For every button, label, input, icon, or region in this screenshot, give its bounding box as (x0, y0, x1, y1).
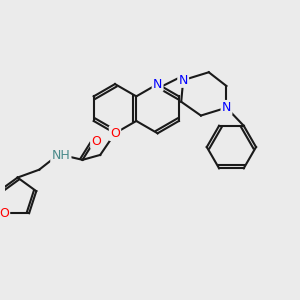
Text: O: O (0, 207, 9, 220)
Text: N: N (178, 74, 188, 87)
Text: O: O (110, 127, 120, 140)
Text: N: N (153, 78, 162, 91)
Text: O: O (92, 135, 101, 148)
Text: NH: NH (52, 149, 70, 162)
Text: N: N (222, 101, 231, 114)
